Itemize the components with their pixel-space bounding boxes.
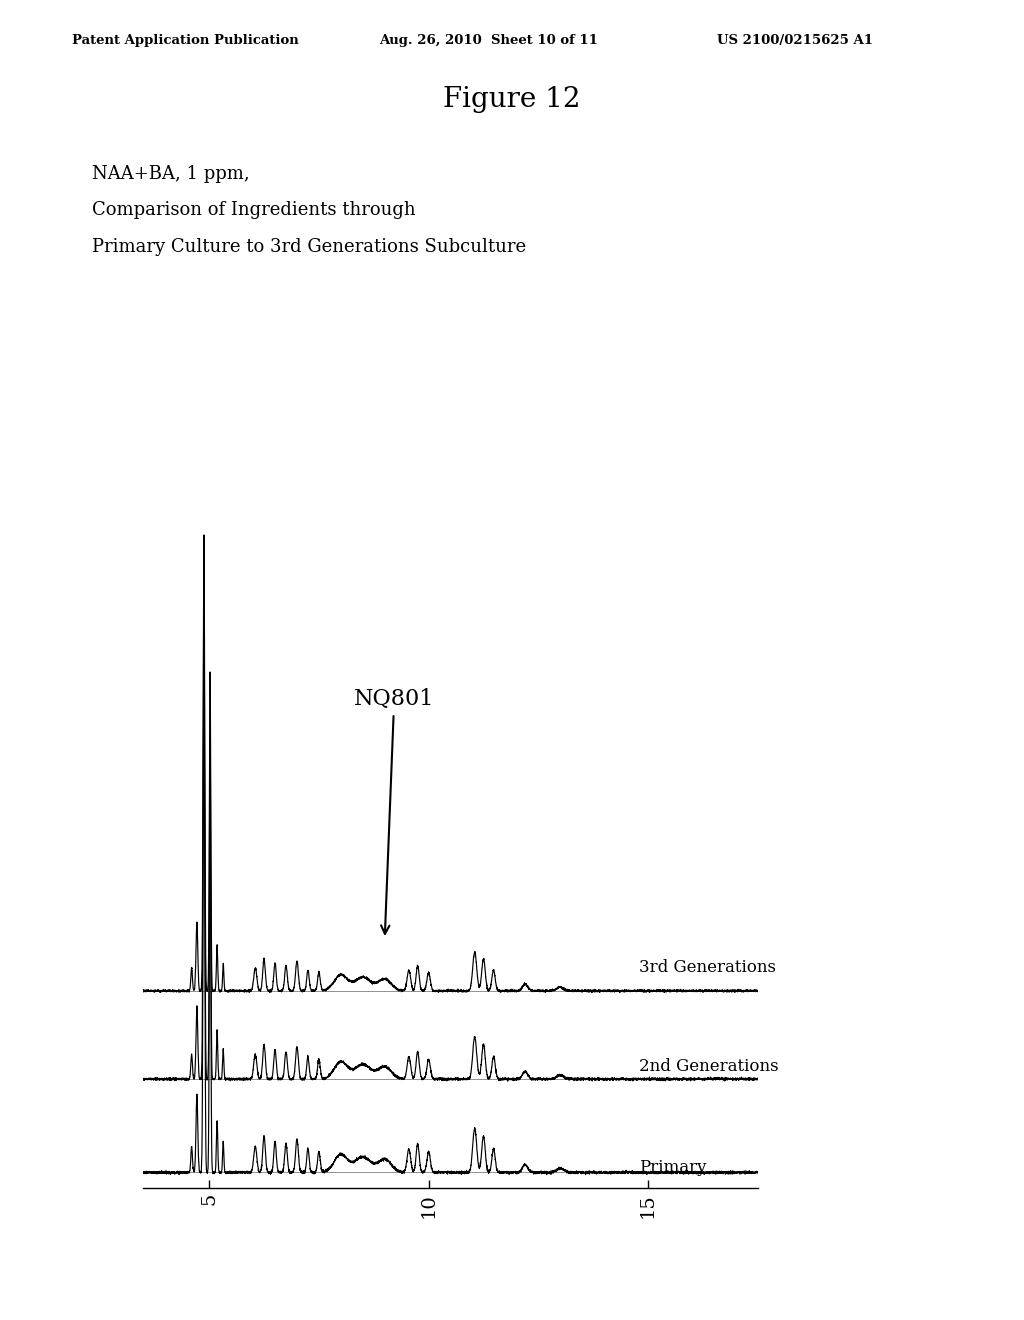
Text: Aug. 26, 2010  Sheet 10 of 11: Aug. 26, 2010 Sheet 10 of 11 [379,34,598,48]
Text: US 2100/0215625 A1: US 2100/0215625 A1 [717,34,872,48]
Text: Figure 12: Figure 12 [443,86,581,112]
Text: Primary: Primary [639,1159,707,1176]
Text: Comparison of Ingredients through: Comparison of Ingredients through [92,201,416,219]
Text: 3rd Generations: 3rd Generations [639,960,776,975]
Text: Patent Application Publication: Patent Application Publication [72,34,298,48]
Text: NQ801: NQ801 [354,689,434,933]
Text: 2nd Generations: 2nd Generations [639,1057,779,1074]
Text: NAA+BA, 1 ppm,: NAA+BA, 1 ppm, [92,165,250,183]
Text: Primary Culture to 3rd Generations Subculture: Primary Culture to 3rd Generations Subcu… [92,238,526,256]
